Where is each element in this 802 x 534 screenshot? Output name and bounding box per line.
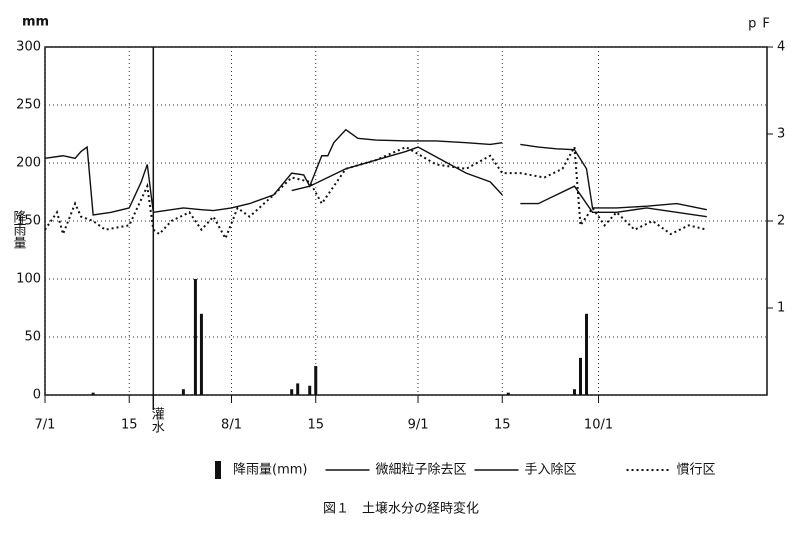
y2-tick-label: 2 xyxy=(777,214,785,229)
legend-label: 手入除区 xyxy=(525,463,577,478)
bar xyxy=(572,389,576,395)
y-tick-label: 200 xyxy=(16,156,41,171)
y-tick-label: 50 xyxy=(24,330,41,345)
x-tick-label: 15 xyxy=(121,418,138,433)
bar xyxy=(91,392,95,395)
x-tick-label: 8/1 xyxy=(221,418,242,433)
bar xyxy=(290,389,294,395)
legend-label: 微細粒子除去区 xyxy=(375,463,466,478)
x-tick-label: 9/1 xyxy=(408,418,429,433)
bar xyxy=(193,279,197,395)
legend-label: 降雨量(mm) xyxy=(233,463,307,478)
x-tick-label: 10/1 xyxy=(584,418,613,433)
series-line xyxy=(44,128,707,216)
series-line xyxy=(291,146,707,218)
bar xyxy=(578,357,582,395)
y2-label: pF xyxy=(748,17,776,32)
y-tick-label: 100 xyxy=(16,272,41,287)
x-tick-label: 15 xyxy=(494,418,511,433)
chart-title: 図１ 土壌水分の経時変化 xyxy=(323,501,479,517)
y-tick-label: 250 xyxy=(16,98,41,113)
x-tick-label: 7/1 xyxy=(35,418,56,433)
legend-swatch xyxy=(215,461,221,479)
bar xyxy=(308,385,312,395)
bar xyxy=(181,389,185,395)
bar xyxy=(199,313,203,395)
y2-tick-label: 1 xyxy=(777,301,785,316)
legend-label: 慣行区 xyxy=(677,462,716,478)
x-tick-label: 15 xyxy=(307,418,324,433)
y2-tick-label: 3 xyxy=(777,127,785,142)
y-tick-label: 150 xyxy=(16,214,41,229)
y-label: 降雨量 xyxy=(11,210,27,249)
bar xyxy=(314,366,318,395)
bar xyxy=(585,313,588,395)
y-unit: mm xyxy=(22,15,49,30)
bar xyxy=(506,392,510,395)
y-tick-label: 300 xyxy=(16,40,41,55)
y2-tick-label: 4 xyxy=(777,40,785,55)
annotation: 灌水 xyxy=(149,407,165,433)
series-line xyxy=(44,143,708,241)
y-tick-label: 0 xyxy=(33,388,41,403)
bar xyxy=(296,383,300,395)
